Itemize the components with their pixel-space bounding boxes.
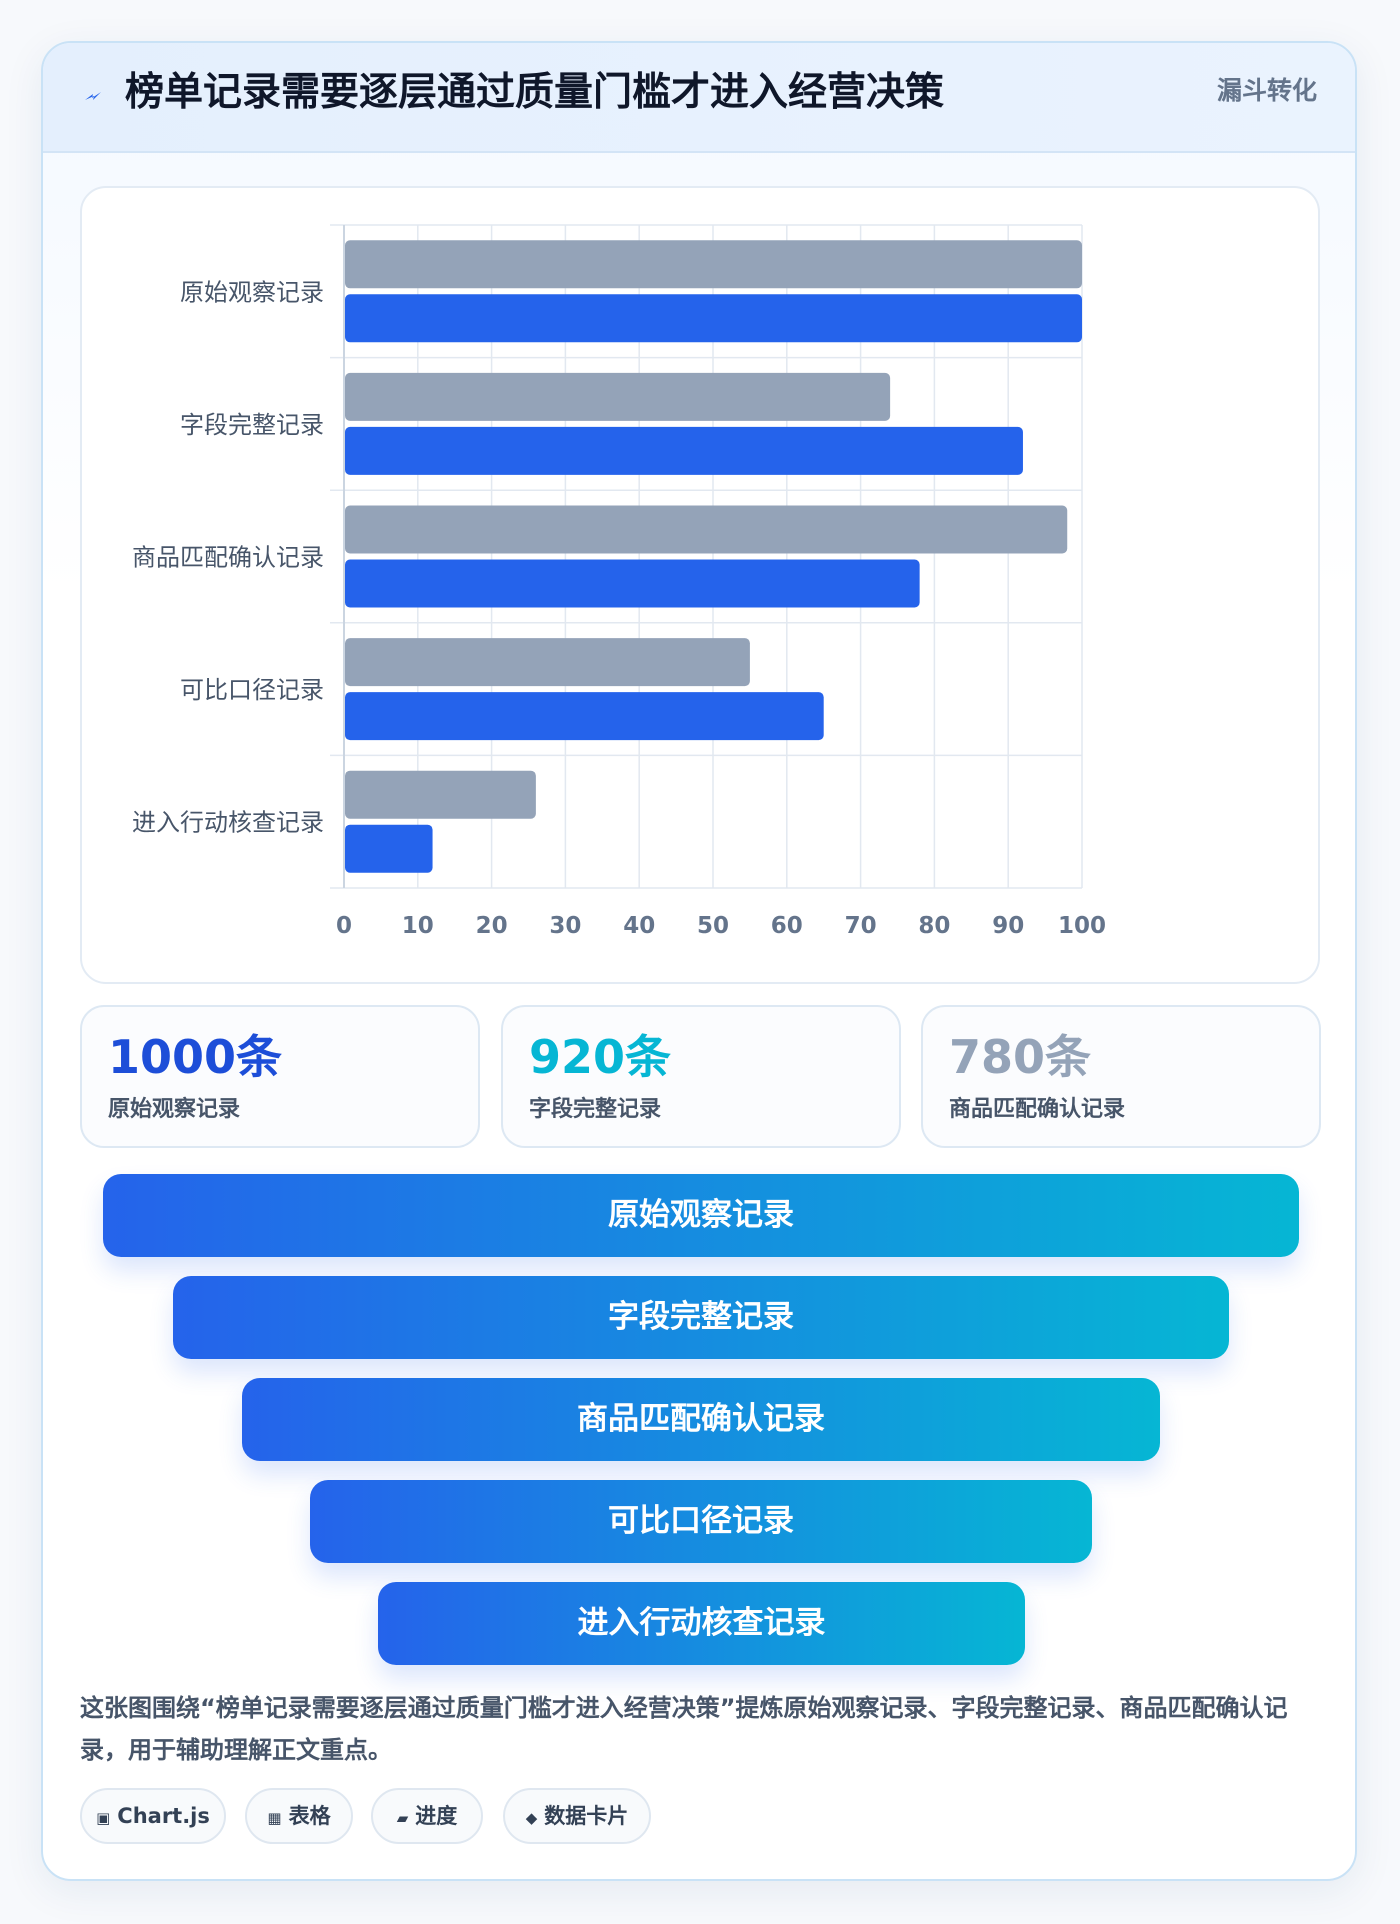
stat-value: 920条 bbox=[529, 1030, 672, 1084]
funnel-step: 原始观察记录 bbox=[103, 1174, 1299, 1257]
stat-cards: 1000条 原始观察记录 920条 字段完整记录 780条 商品匹配确认记录 bbox=[80, 1005, 1321, 1150]
bar bbox=[345, 638, 750, 687]
chip-progress: ▰ 进度 bbox=[371, 1788, 483, 1844]
x-tick-label: 90 bbox=[992, 913, 1024, 939]
y-tick-label: 进入行动核查记录 bbox=[132, 809, 324, 837]
y-tick-label: 商品匹配确认记录 bbox=[132, 544, 324, 572]
y-tick-label: 字段完整记录 bbox=[180, 411, 324, 439]
bar bbox=[345, 559, 920, 608]
funnel-step: 字段完整记录 bbox=[173, 1276, 1229, 1359]
bar bbox=[345, 505, 1068, 554]
x-tick-label: 50 bbox=[697, 913, 729, 939]
bar bbox=[345, 770, 536, 819]
funnel-step: 进入行动核查记录 bbox=[378, 1582, 1025, 1665]
funnel-step: 商品匹配确认记录 bbox=[242, 1378, 1160, 1461]
bar bbox=[345, 240, 1082, 289]
stat-label: 原始观察记录 bbox=[108, 1097, 241, 1122]
card-header: 榜单记录需要逐层通过质量门槛才进入经营决策 漏斗转化 bbox=[43, 43, 1355, 153]
stat-card: 920条 字段完整记录 bbox=[501, 1005, 901, 1148]
chip-data-card: ◆ 数据卡片 bbox=[503, 1788, 651, 1844]
chip-label: 进度 bbox=[415, 1804, 458, 1828]
chip-label: Chart.js bbox=[117, 1804, 210, 1828]
chart-icon: ▣ bbox=[96, 1809, 111, 1827]
x-tick-label: 10 bbox=[402, 913, 434, 939]
stat-label: 字段完整记录 bbox=[529, 1097, 662, 1122]
summary-text: 这张图围绕“榜单记录需要逐层通过质量门槛才进入经营决策”提炼原始观察记录、字段完… bbox=[80, 1694, 1288, 1764]
bar bbox=[345, 692, 824, 741]
bar bbox=[345, 294, 1082, 343]
x-tick-label: 0 bbox=[336, 913, 352, 939]
x-tick-label: 70 bbox=[845, 913, 877, 939]
x-tick-label: 20 bbox=[476, 913, 508, 939]
bar bbox=[345, 426, 1023, 475]
y-tick-label: 可比口径记录 bbox=[180, 676, 324, 704]
table-icon: ▦ bbox=[267, 1809, 282, 1827]
page-title: 榜单记录需要逐层通过质量门槛才进入经营决策 bbox=[125, 70, 945, 115]
bolt-icon bbox=[85, 92, 101, 100]
category-tag: 漏斗转化 bbox=[1216, 76, 1317, 105]
x-tick-label: 30 bbox=[549, 913, 581, 939]
stat-value: 780条 bbox=[949, 1030, 1092, 1084]
chip-table: ▦ 表格 bbox=[245, 1788, 353, 1844]
x-tick-label: 40 bbox=[623, 913, 655, 939]
stat-card: 780条 商品匹配确认记录 bbox=[921, 1005, 1321, 1148]
report-card: 榜单记录需要逐层通过质量门槛才进入经营决策 漏斗转化 原始观察记录 字段完整记录商… bbox=[41, 41, 1357, 1881]
chip-label: 数据卡片 bbox=[544, 1804, 629, 1828]
funnel-step: 可比口径记录 bbox=[310, 1480, 1092, 1563]
chip-label: 表格 bbox=[288, 1804, 331, 1828]
y-tick-label: 原始观察记录 bbox=[180, 278, 324, 306]
diamond-icon: ◆ bbox=[525, 1809, 538, 1827]
stat-card: 1000条 原始观察记录 bbox=[80, 1005, 480, 1148]
progress-icon: ▰ bbox=[396, 1809, 409, 1827]
bar-chart-panel: 原始观察记录 字段完整记录商品匹配确认记录可比口径记录进入行动核查记录 0 10 20 3… bbox=[80, 186, 1320, 984]
stat-value: 1000条 bbox=[108, 1030, 283, 1084]
x-tick-label: 60 bbox=[771, 913, 803, 939]
bar bbox=[345, 372, 891, 421]
x-tick-label: 80 bbox=[918, 913, 950, 939]
bar bbox=[345, 824, 433, 873]
x-tick-label: 100 bbox=[1058, 913, 1106, 939]
stat-label: 商品匹配确认记录 bbox=[949, 1097, 1126, 1122]
chip-chartjs: ▣ Chart.js bbox=[80, 1788, 226, 1844]
